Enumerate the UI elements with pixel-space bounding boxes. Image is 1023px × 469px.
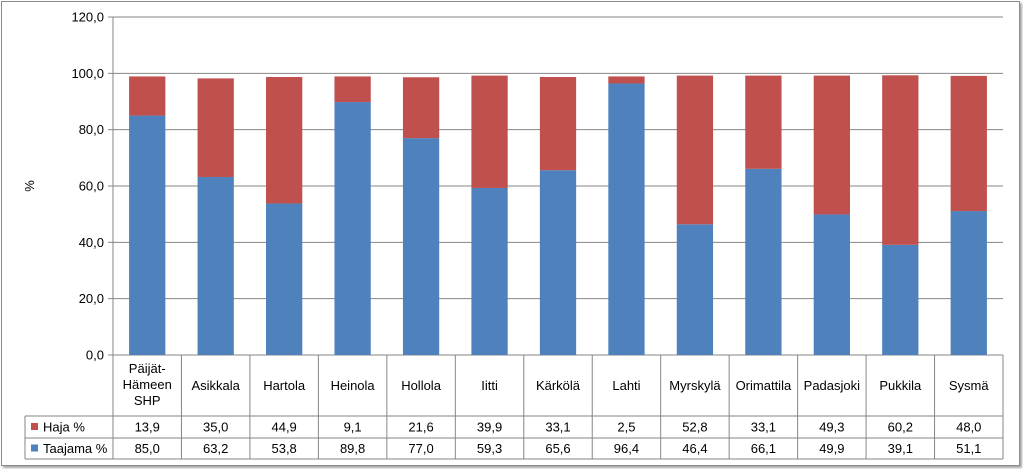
bar-segment <box>539 76 577 171</box>
category-label: Kärkölä <box>536 378 581 393</box>
category-label: SHP <box>134 393 161 408</box>
bar-segment <box>676 75 714 225</box>
table-value: 89,8 <box>340 441 365 456</box>
bar-segment <box>608 83 645 356</box>
table-value: 39,1 <box>888 441 913 456</box>
bar-segment <box>197 176 234 355</box>
table-value: 33,1 <box>545 420 570 435</box>
bar-segment <box>813 214 850 355</box>
table-value: 51,1 <box>956 441 981 456</box>
bar-segment <box>197 78 234 177</box>
table-value: 39,9 <box>477 420 502 435</box>
category-label: Myrskylä <box>669 378 721 393</box>
bar-segment <box>882 244 919 355</box>
bar-segment <box>266 76 303 204</box>
table-value: 59,3 <box>477 441 502 456</box>
category-label: Hämeen <box>123 377 172 392</box>
y-tick-label: 40,0 <box>79 235 104 250</box>
legend-key <box>31 423 38 430</box>
table-value: 21,6 <box>408 420 433 435</box>
table-value: 48,0 <box>956 420 981 435</box>
bar-segment <box>129 115 166 355</box>
bar-segment <box>129 76 166 116</box>
table-value: 66,1 <box>751 441 776 456</box>
category-label: Pukkila <box>879 378 922 393</box>
bar-segment <box>266 203 303 355</box>
category-label: Hollola <box>401 378 442 393</box>
y-tick-label: 20,0 <box>79 291 104 306</box>
category-label: Padasjoki <box>804 378 860 393</box>
legend-label: Haja % <box>43 420 85 435</box>
bar-segment <box>950 75 987 212</box>
bar-segment <box>745 168 782 355</box>
table-value: 33,1 <box>751 420 776 435</box>
table-value: 52,8 <box>682 420 707 435</box>
table-value: 96,4 <box>614 441 639 456</box>
bar-segment <box>676 224 714 355</box>
category-label: Hartola <box>263 378 306 393</box>
category-label: Iitti <box>481 378 498 393</box>
table-value: 13,9 <box>135 420 160 435</box>
category-label: Päijät- <box>129 361 166 376</box>
category-label: Sysmä <box>949 378 990 393</box>
table-value: 9,1 <box>344 420 362 435</box>
bar-segment <box>813 75 850 215</box>
y-tick-label: 80,0 <box>79 122 104 137</box>
legend-key <box>31 444 38 452</box>
y-tick-label: 120,0 <box>71 10 104 25</box>
bar-segment <box>539 170 577 355</box>
table-value: 49,9 <box>819 441 844 456</box>
legend-label: Taajama % <box>43 441 108 456</box>
table-value: 77,0 <box>408 441 433 456</box>
table-value: 53,8 <box>271 441 296 456</box>
bar-segment <box>471 187 508 355</box>
table-value: 35,0 <box>203 420 228 435</box>
bar-segment <box>882 75 919 245</box>
table-value: 63,2 <box>203 441 228 456</box>
bar-segment <box>334 102 371 356</box>
table-value: 85,0 <box>135 441 160 456</box>
table-value: 2,5 <box>617 420 635 435</box>
bar-segment <box>745 75 782 169</box>
y-tick-label: 100,0 <box>71 66 104 81</box>
bar-segment <box>950 211 987 355</box>
y-axis-label: % <box>22 180 37 192</box>
bar-segment <box>471 75 508 188</box>
category-label: Lahti <box>612 378 640 393</box>
category-label: Orimattila <box>736 378 792 393</box>
table-value: 65,6 <box>545 441 570 456</box>
y-tick-label: 60,0 <box>79 179 104 194</box>
category-label: Asikkala <box>191 378 240 393</box>
table-value: 46,4 <box>682 441 707 456</box>
bar-segment <box>402 138 440 355</box>
y-tick-label: 0,0 <box>86 348 104 363</box>
bar-segment <box>334 76 371 103</box>
table-value: 60,2 <box>888 420 913 435</box>
table-value: 44,9 <box>271 420 296 435</box>
bar-segment <box>402 77 440 139</box>
category-label: Heinola <box>331 378 376 393</box>
bar-segment <box>608 76 645 84</box>
table-value: 49,3 <box>819 420 844 435</box>
